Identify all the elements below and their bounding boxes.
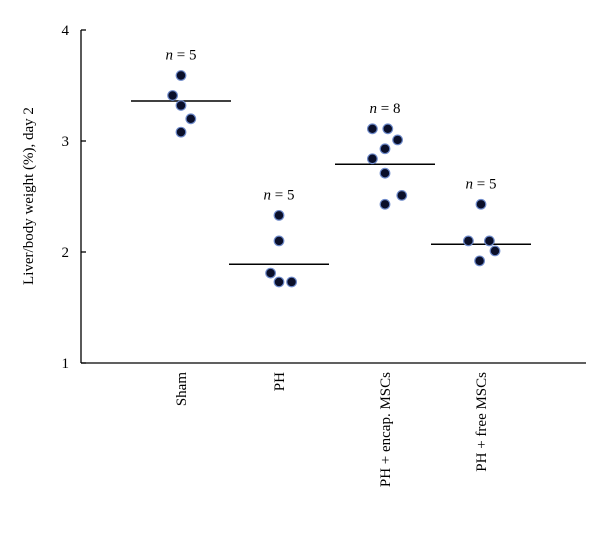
- data-point: [379, 198, 391, 210]
- y-tick-label: 4: [62, 23, 70, 39]
- data-point: [367, 123, 378, 135]
- data-point: [382, 123, 394, 135]
- data-point: [286, 276, 298, 288]
- data-point: [175, 70, 187, 81]
- y-tick-label: 3: [62, 134, 70, 150]
- data-point: [167, 90, 179, 101]
- data-point: [273, 235, 285, 247]
- data-point: [475, 198, 487, 210]
- y-axis-label: Liver/body weight (%), day 2: [21, 107, 37, 285]
- category-labels: Sham PH PH + encap. MSCs PH + free MSCs: [174, 372, 490, 487]
- data-point: [379, 143, 391, 155]
- group-1: n = 5: [229, 187, 329, 288]
- data-point: [396, 189, 408, 201]
- group-3: n = 5: [431, 176, 531, 267]
- axes: [80, 30, 586, 364]
- chart-marks: n = 5 n = 5 n = 8 n = 5: [131, 48, 531, 288]
- data-point: [175, 126, 187, 138]
- group-2: n = 8: [335, 101, 435, 210]
- n-label: n = 8: [370, 101, 401, 117]
- category-label: Sham: [174, 372, 190, 407]
- n-label: n = 5: [166, 48, 197, 64]
- data-point: [185, 113, 197, 125]
- data-point: [175, 100, 187, 111]
- data-point: [463, 235, 474, 247]
- data-point: [265, 267, 277, 279]
- n-label: n = 5: [264, 187, 295, 203]
- category-label: PH: [272, 372, 288, 391]
- data-point: [489, 245, 501, 257]
- data-point: [392, 134, 404, 146]
- data-point: [367, 153, 378, 165]
- y-tick-label: 2: [62, 245, 70, 261]
- y-tick-label: 1: [62, 356, 70, 372]
- data-point: [273, 209, 285, 221]
- category-label: PH + free MSCs: [474, 372, 490, 472]
- n-label: n = 5: [466, 176, 497, 192]
- data-point: [273, 276, 285, 288]
- y-ticks: 1 2 3 4: [62, 23, 86, 372]
- data-point: [474, 255, 486, 267]
- data-point: [379, 167, 391, 179]
- data-point: [484, 235, 495, 247]
- category-label: PH + encap. MSCs: [378, 372, 394, 487]
- group-0: n = 5: [131, 48, 231, 138]
